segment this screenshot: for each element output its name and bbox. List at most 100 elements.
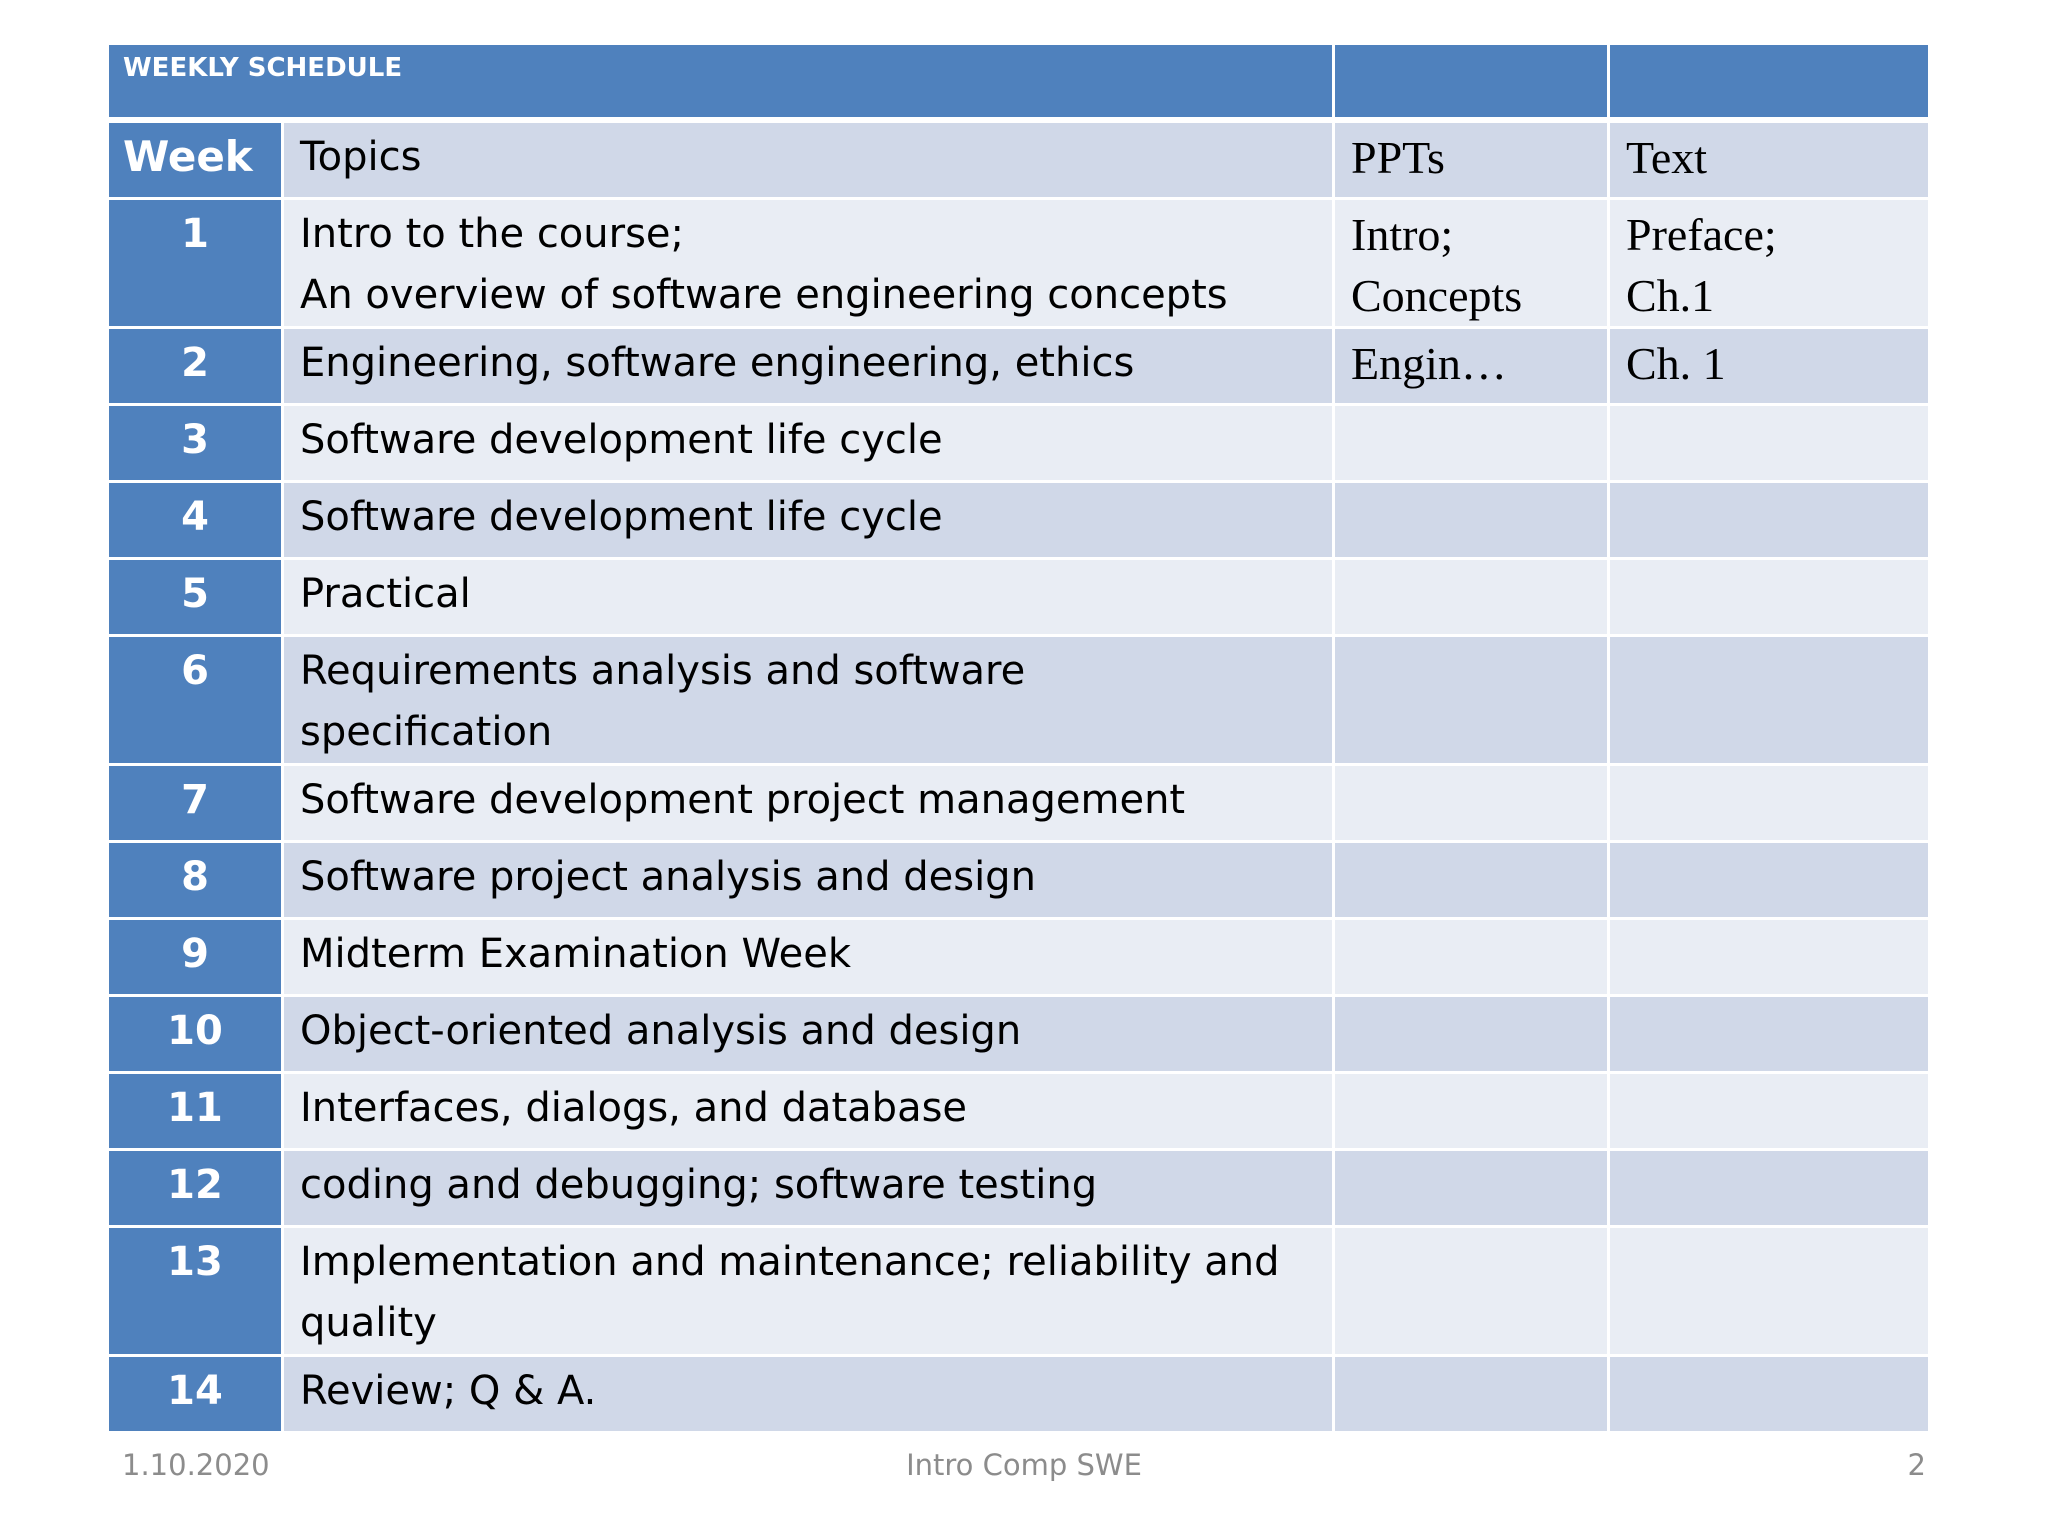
footer-date: 1.10.2020 [122,1448,270,1482]
topic-line: Engineering, software engineering, ethic… [300,340,1135,386]
table-row: 14 Review; Q & A. [106,1354,1931,1434]
table-row: 12 coding and debugging; software testing [106,1148,1931,1228]
topic-line: Intro to the course; [300,211,685,257]
topic-line: Software development project management [300,777,1186,823]
ppts-cell [1332,994,1610,1074]
ppts-cell [1332,1225,1610,1357]
topics-text: Midterm Examination Week [286,922,1331,986]
topics-text: Software project analysis and design [286,845,1331,909]
ppts-line: Engin… [1351,338,1507,389]
ppts-text [1337,845,1606,848]
topics-cell: Object-oriented analysis and design [281,994,1335,1074]
text-ref [1612,639,1927,642]
text-cell: Ch. 1 [1607,326,1931,406]
table-row: 5 Practical [106,557,1931,637]
text-cell [1607,1071,1931,1151]
text-cell [1607,403,1931,483]
week-number: 14 [167,1368,223,1414]
week-number: 7 [181,777,209,823]
table-row: 11 Interfaces, dialogs, and database [106,1071,1931,1151]
week-cell: 11 [106,1071,284,1151]
text-cell [1607,1225,1931,1357]
ppts-cell: Engin… [1332,326,1610,406]
topics-text: Object-oriented analysis and design [286,999,1331,1063]
ppts-text [1337,768,1606,771]
ppts-cell [1332,557,1610,637]
ppts-cell [1332,1148,1610,1228]
ppts-text [1337,999,1606,1002]
topics-cell: Software development life cycle [281,403,1335,483]
week-cell: 9 [106,917,284,997]
ppts-text: Engin… [1337,331,1606,395]
text-cell [1607,1148,1931,1228]
week-number: 1 [181,211,209,257]
ppts-text [1337,1076,1606,1079]
header-row: Week Topics PPTs Text [106,118,1931,200]
topic-line: quality [300,1300,437,1346]
ppts-text [1337,562,1606,565]
text-ref [1612,768,1927,771]
week-cell: 14 [106,1354,284,1434]
ppts-line: Concepts [1351,270,1523,321]
ppts-cell [1332,634,1610,766]
topic-line: Object-oriented analysis and design [300,1008,1022,1054]
topics-cell: Software project analysis and design [281,840,1335,920]
ppts-text [1337,1359,1606,1362]
text-cell [1607,840,1931,920]
header-week: Week [123,132,253,181]
week-cell: 4 [106,480,284,560]
topic-line: coding and debugging; software testing [300,1162,1098,1208]
ppts-cell [1332,1071,1610,1151]
week-cell: 6 [106,634,284,766]
table-row: 3 Software development life cycle [106,403,1931,483]
topics-cell: Interfaces, dialogs, and database [281,1071,1335,1151]
table-row: 9 Midterm Examination Week [106,917,1931,997]
title-cell-text [1607,42,1931,123]
text-ref [1612,999,1927,1002]
ppts-text [1337,1230,1606,1233]
ppts-text [1337,639,1606,642]
ppts-cell: Intro; Concepts [1332,197,1610,329]
topics-text: Review; Q & A. [286,1359,1331,1423]
topics-text: Practical [286,562,1331,626]
header-ppts-cell: PPTs [1332,118,1610,200]
week-number: 8 [181,854,209,900]
table-row: 13 Implementation and maintenance; reliab… [106,1225,1931,1357]
title-cell-ppts [1332,42,1610,123]
text-ref [1612,408,1927,411]
header-ppts: PPTs [1351,132,1445,183]
footer-page-number: 2 [1907,1448,1926,1482]
topic-line: Review; Q & A. [300,1368,597,1414]
header-text: Text [1626,132,1708,183]
table-title: WEEKLY SCHEDULE [123,53,403,83]
text-ref [1612,922,1927,925]
topics-cell: Intro to the course; An overview of softw… [281,197,1335,329]
topics-cell: Practical [281,557,1335,637]
topics-cell: Software development project management [281,763,1335,843]
topics-cell: Software development life cycle [281,480,1335,560]
topic-line: Interfaces, dialogs, and database [300,1085,968,1131]
ppts-text [1337,922,1606,925]
week-number: 10 [167,1008,223,1054]
text-cell [1607,1354,1931,1434]
topics-text: Interfaces, dialogs, and database [286,1076,1331,1140]
text-line: Ch. 1 [1626,338,1726,389]
table-row: 4 Software development life cycle [106,480,1931,560]
topic-line: Software development life cycle [300,417,943,463]
topic-line: Requirements analysis and software [300,648,1026,694]
ppts-cell [1332,480,1610,560]
table-row: 10 Object-oriented analysis and design [106,994,1931,1074]
weekly-schedule-table: WEEKLY SCHEDULE Week Topics PPTs Text [106,42,1931,1434]
text-ref: Preface; Ch.1 [1612,202,1927,325]
text-ref [1612,562,1927,565]
ppts-text [1337,408,1606,411]
topics-cell: Midterm Examination Week [281,917,1335,997]
ppts-text: Intro; Concepts [1337,202,1606,325]
topic-line: Midterm Examination Week [300,931,852,977]
week-number: 6 [181,648,209,694]
week-number: 12 [167,1162,223,1208]
topic-line: An overview of software engineering conc… [300,272,1228,318]
title-cell: WEEKLY SCHEDULE [106,42,1335,123]
header-week-cell: Week [106,118,284,200]
